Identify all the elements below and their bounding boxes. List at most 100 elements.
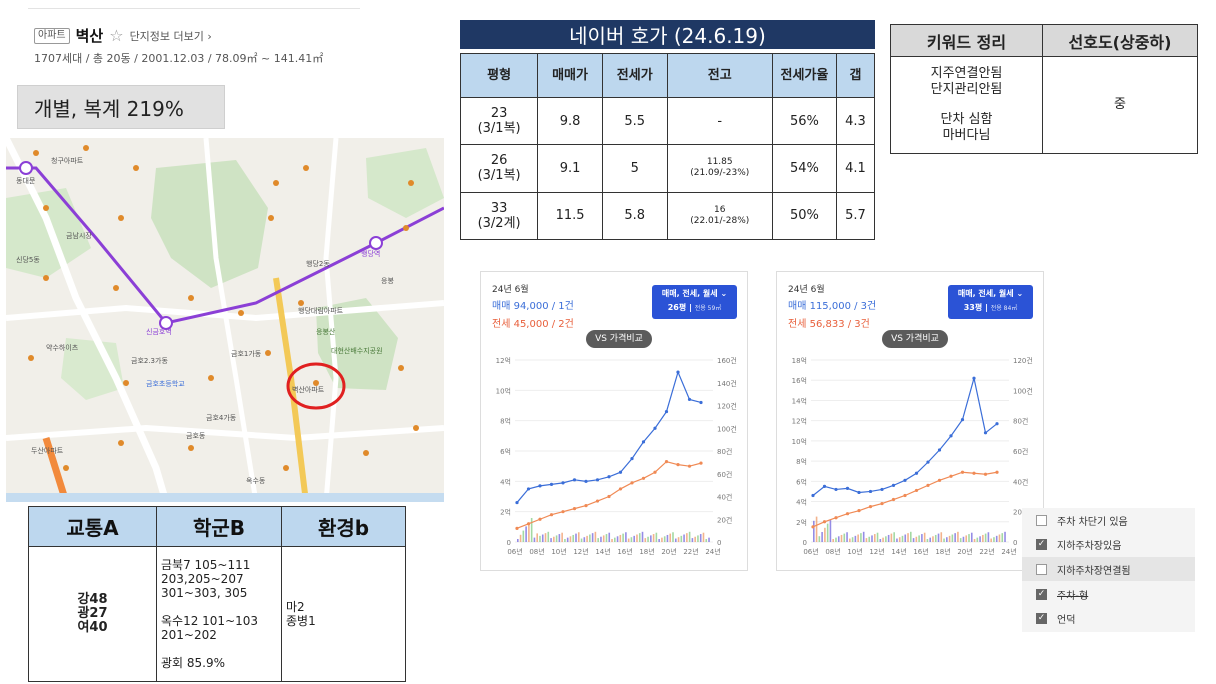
jeonse-price-point (607, 494, 611, 499)
checkbox[interactable] (1036, 514, 1047, 526)
y-tick-label: 4억 (500, 478, 511, 486)
map-label: 동대문 (16, 177, 36, 185)
subway-station-icon[interactable] (19, 161, 33, 175)
jeonse-price-point (687, 464, 692, 468)
jeonse-price-point (857, 509, 861, 513)
volume-bar (868, 536, 871, 542)
volume-bar (973, 539, 976, 542)
volume-bar (597, 538, 599, 542)
checkbox-checked[interactable]: ✓ (1036, 612, 1047, 624)
table-row: 33 (3/2계) 11.5 5.8 16 (22.01/-28%) 50% 5.7 (459, 191, 876, 241)
price-table-title: 네이버 호가 (24.6.19) (460, 20, 875, 49)
highlight-circle (286, 362, 346, 410)
volume-bar (633, 535, 635, 542)
volume-bar (813, 520, 815, 542)
volume-bar (591, 533, 594, 542)
volume-bar (957, 531, 959, 542)
jeonse-price-point (949, 474, 953, 478)
school-cell: 금북7 105~111 203,205~207 301~303, 305 옥수1… (156, 546, 282, 682)
apartment-info: 1707세대 / 총 20동 / 2001.12.03 / 78.09㎡ ~ 1… (34, 52, 324, 65)
map-road (323, 138, 339, 502)
volume-bar (959, 538, 962, 542)
volume-bar (815, 516, 818, 542)
volume-bar (683, 534, 685, 542)
filter-option[interactable]: 주차 차단기 있음 (1022, 508, 1195, 532)
sale-price-point (949, 434, 953, 438)
star-outline-icon[interactable]: ☆ (109, 26, 124, 45)
trade-type-selector[interactable]: 매매, 전세, 월세 ⌄ 33평 | 전용 84㎡ (948, 285, 1033, 319)
volume-bar (910, 531, 912, 542)
keyword-header: 키워드 정리 (890, 24, 1043, 57)
volume-bar (616, 536, 619, 542)
sale-price-point (699, 400, 703, 405)
checkbox-checked[interactable]: ✓ (1036, 538, 1047, 550)
top-divider (28, 8, 360, 9)
y-tick-label: 16억 (792, 377, 807, 385)
jeonse-price-point (937, 478, 942, 482)
sale-price-point (515, 500, 519, 505)
compare-price-button[interactable]: VS 가격비교 (586, 330, 652, 348)
jeonse-price-point (834, 516, 838, 520)
keyword-cell: 지주연결안됨 단지관리안됨 단차 심함 마버다님 (890, 56, 1043, 154)
jeonse-price-point (926, 483, 930, 487)
volume-bar (849, 538, 851, 542)
volume-bar (517, 539, 519, 542)
price-header: 매매가 (537, 53, 603, 98)
sale-price-point (664, 409, 669, 414)
volume-bar (885, 536, 887, 542)
filter-option[interactable]: ✓ 언덕 (1036, 612, 1076, 626)
jeonse-price-point (526, 522, 531, 526)
price-history-chart: 0 2억 4억 6억 8억 10억 12억 0 20건 40건 60건 80건 100건 120건 140건… (496, 356, 737, 556)
filter-option[interactable]: ✓ 지하주차장있음 (1036, 538, 1122, 552)
sale-price-line (812, 378, 998, 496)
map-label: 옥수동 (246, 477, 266, 485)
sale-price-point (584, 479, 588, 483)
filter-option[interactable]: ✓ 주차-형 (1036, 588, 1089, 602)
y2-tick-label: 20건 (1013, 508, 1028, 517)
volume-bar (572, 534, 575, 542)
volume-bar (697, 535, 699, 542)
price-chart-card: 24년 6월 매매 115,000 / 3건 전세 56,833 / 3건 매매… (776, 271, 1044, 571)
trade-type-selector[interactable]: 매매, 전세, 월세 ⌄ 26평 | 전용 59㎡ (652, 285, 737, 319)
checkbox[interactable] (1036, 563, 1047, 575)
location-map[interactable]: 벽산아파트 금호1가동 응봉산 금호4가동 행당2동 신당5동 금호초등학교 약… (6, 138, 444, 502)
volume-bar (661, 537, 663, 542)
jeonse-price-point (868, 505, 873, 509)
x-tick-label: 14년 (891, 547, 906, 556)
volume-bar (519, 534, 522, 542)
volume-bar (625, 532, 627, 542)
checkbox-checked[interactable]: ✓ (1036, 588, 1047, 600)
sale-price-line (516, 370, 702, 503)
x-tick-label: 12년 (869, 547, 884, 556)
compare-price-button[interactable]: VS 가격비교 (882, 330, 948, 348)
volume-bar (818, 536, 821, 542)
y2-tick-label: 100건 (717, 424, 737, 433)
map-label[interactable]: 벽산아파트 (292, 385, 325, 394)
volume-bar (926, 539, 929, 542)
volume-bar (522, 530, 525, 542)
sale-price-point (595, 478, 600, 482)
volume-bar (946, 537, 948, 542)
volume-bar (915, 536, 918, 542)
sale-price-point (630, 456, 634, 461)
volume-bar (566, 537, 569, 542)
jeonse-price-point (515, 526, 519, 530)
y2-tick-label: 40건 (1013, 477, 1028, 486)
complex-info-more-link[interactable]: 단지정보 더보기 › (129, 29, 212, 43)
volume-bar (627, 538, 630, 542)
subway-station-icon[interactable] (159, 316, 173, 330)
subway-station-icon[interactable] (369, 236, 383, 250)
jeonse-price-point (653, 470, 657, 474)
y-tick-label: 6억 (500, 448, 511, 456)
jeonse-price-point (676, 463, 680, 467)
apartment-type-tag: 아파트 (34, 27, 70, 44)
sale-price-point (995, 422, 999, 426)
volume-bar (650, 535, 652, 542)
volume-bar (937, 533, 940, 542)
map-label: 금호동 (186, 432, 206, 440)
jeonse-price-point (811, 525, 815, 529)
volume-bar (555, 535, 558, 542)
volume-bar (890, 533, 893, 542)
volume-bar (577, 532, 580, 542)
filter-option[interactable]: 지하주차장연결됨 (1022, 557, 1195, 581)
